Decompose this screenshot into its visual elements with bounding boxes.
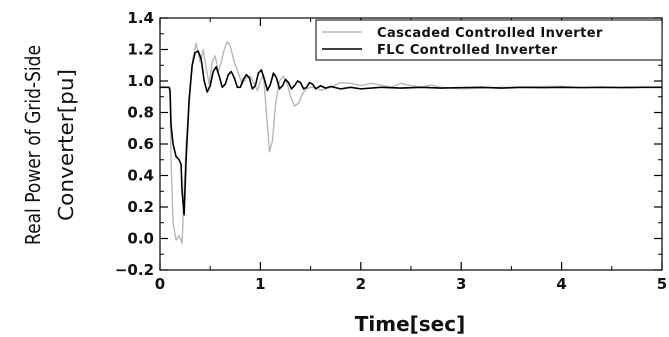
y-tick-label: 0.6 [127,135,154,153]
series-line-flc [160,50,662,216]
x-tick-label: 4 [556,275,566,293]
x-tick-label: 3 [456,275,466,293]
x-tick-label: 5 [657,275,667,293]
legend: Cascaded Controlled Inverter FLC Control… [315,19,663,61]
x-tick-label: 1 [255,275,265,293]
x-tick-label: 0 [155,275,165,293]
legend-box [315,19,663,61]
y-tick-label: 1.2 [127,41,154,59]
y-tick-label: 1.0 [127,72,154,90]
y-tick-label: 1.4 [127,9,154,27]
x-axis-title: Time[sec] [355,312,466,336]
plot-area [160,40,662,244]
y-tick-label: 0.0 [127,230,154,248]
y-tick-label: 0.8 [127,104,154,122]
y-tick-label: 0.2 [127,198,154,216]
series-line-cascaded [160,40,662,244]
y-axis-title-line-2: Converter[pu] [54,69,78,221]
legend-label-cascaded: Cascaded Controlled Inverter [377,26,603,41]
axis-tick-labels: 0 1 2 3 4 5 −0.2 0.0 0.2 0.4 0.6 0.8 1.0 1.2 1.4 [115,9,667,293]
y-axis-title-line-1: Real Power of Grid-Side [21,45,45,245]
y-axis-title: Real Power of Grid-Side Converter[pu] [21,45,78,245]
x-tick-label: 2 [356,275,366,293]
y-tick-label: 0.4 [127,167,154,185]
y-tick-label: −0.2 [115,261,154,279]
legend-label-flc: FLC Controlled Inverter [377,43,558,58]
